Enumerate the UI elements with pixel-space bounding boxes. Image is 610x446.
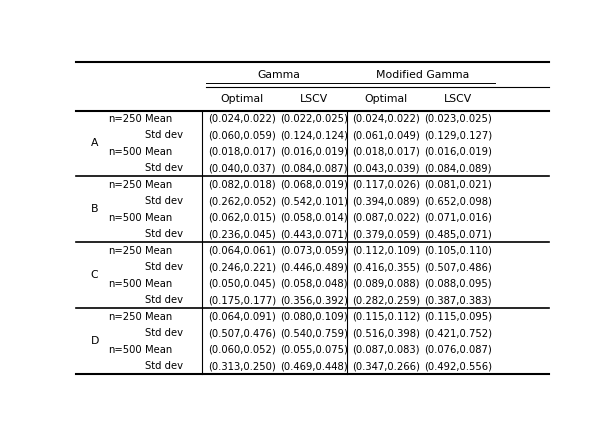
Text: (0.652,0.098): (0.652,0.098) bbox=[424, 196, 492, 206]
Text: (0.071,0.016): (0.071,0.016) bbox=[424, 213, 492, 223]
Text: A: A bbox=[91, 139, 98, 149]
Text: (0.043,0.039): (0.043,0.039) bbox=[352, 163, 420, 173]
Text: Mean: Mean bbox=[145, 147, 172, 157]
Text: (0.112,0.109): (0.112,0.109) bbox=[352, 246, 420, 256]
Text: LSCV: LSCV bbox=[444, 94, 472, 104]
Text: (0.124,0.124): (0.124,0.124) bbox=[280, 130, 348, 140]
Text: Gamma: Gamma bbox=[257, 70, 300, 80]
Text: Std dev: Std dev bbox=[145, 229, 183, 239]
Text: (0.082,0.018): (0.082,0.018) bbox=[208, 180, 276, 190]
Text: (0.105,0.110): (0.105,0.110) bbox=[424, 246, 492, 256]
Text: Std dev: Std dev bbox=[145, 361, 183, 371]
Text: n=500: n=500 bbox=[109, 213, 142, 223]
Text: (0.485,0.071): (0.485,0.071) bbox=[424, 229, 492, 239]
Text: (0.058,0.048): (0.058,0.048) bbox=[280, 279, 348, 289]
Text: Optimal: Optimal bbox=[220, 94, 264, 104]
Text: (0.016,0.019): (0.016,0.019) bbox=[424, 147, 492, 157]
Text: Mean: Mean bbox=[145, 180, 172, 190]
Text: (0.064,0.091): (0.064,0.091) bbox=[208, 312, 276, 322]
Text: (0.262,0.052): (0.262,0.052) bbox=[208, 196, 276, 206]
Text: (0.024,0.022): (0.024,0.022) bbox=[352, 114, 420, 124]
Text: (0.492,0.556): (0.492,0.556) bbox=[424, 361, 492, 371]
Text: (0.115,0.095): (0.115,0.095) bbox=[424, 312, 492, 322]
Text: (0.542,0.101): (0.542,0.101) bbox=[280, 196, 348, 206]
Text: (0.023,0.025): (0.023,0.025) bbox=[424, 114, 492, 124]
Text: (0.064,0.061): (0.064,0.061) bbox=[208, 246, 276, 256]
Text: (0.421,0.752): (0.421,0.752) bbox=[424, 328, 492, 338]
Text: (0.540,0.759): (0.540,0.759) bbox=[280, 328, 348, 338]
Text: Mean: Mean bbox=[145, 114, 172, 124]
Text: (0.356,0.392): (0.356,0.392) bbox=[280, 295, 348, 305]
Text: (0.236,0.045): (0.236,0.045) bbox=[208, 229, 276, 239]
Text: (0.446,0.489): (0.446,0.489) bbox=[280, 262, 348, 272]
Text: n=500: n=500 bbox=[109, 147, 142, 157]
Text: Mean: Mean bbox=[145, 312, 172, 322]
Text: (0.060,0.052): (0.060,0.052) bbox=[208, 345, 276, 355]
Text: Mean: Mean bbox=[145, 246, 172, 256]
Text: (0.055,0.075): (0.055,0.075) bbox=[280, 345, 348, 355]
Text: (0.018,0.017): (0.018,0.017) bbox=[352, 147, 420, 157]
Text: (0.347,0.266): (0.347,0.266) bbox=[352, 361, 420, 371]
Text: Std dev: Std dev bbox=[145, 196, 183, 206]
Text: (0.080,0.109): (0.080,0.109) bbox=[280, 312, 348, 322]
Text: Mean: Mean bbox=[145, 279, 172, 289]
Text: (0.089,0.088): (0.089,0.088) bbox=[352, 279, 420, 289]
Text: (0.073,0.059): (0.073,0.059) bbox=[280, 246, 348, 256]
Text: (0.246,0.221): (0.246,0.221) bbox=[208, 262, 276, 272]
Text: n=250: n=250 bbox=[109, 312, 142, 322]
Text: (0.313,0.250): (0.313,0.250) bbox=[208, 361, 276, 371]
Text: (0.394,0.089): (0.394,0.089) bbox=[352, 196, 420, 206]
Text: (0.068,0.019): (0.068,0.019) bbox=[280, 180, 348, 190]
Text: (0.507,0.476): (0.507,0.476) bbox=[208, 328, 276, 338]
Text: n=250: n=250 bbox=[109, 180, 142, 190]
Text: (0.129,0.127): (0.129,0.127) bbox=[424, 130, 492, 140]
Text: (0.087,0.022): (0.087,0.022) bbox=[352, 213, 420, 223]
Text: (0.507,0.486): (0.507,0.486) bbox=[424, 262, 492, 272]
Text: (0.022,0.025): (0.022,0.025) bbox=[280, 114, 348, 124]
Text: (0.516,0.398): (0.516,0.398) bbox=[352, 328, 420, 338]
Text: D: D bbox=[90, 336, 99, 346]
Text: (0.469,0.448): (0.469,0.448) bbox=[280, 361, 348, 371]
Text: (0.061,0.049): (0.061,0.049) bbox=[352, 130, 420, 140]
Text: LSCV: LSCV bbox=[300, 94, 328, 104]
Text: (0.024,0.022): (0.024,0.022) bbox=[208, 114, 276, 124]
Text: (0.282,0.259): (0.282,0.259) bbox=[352, 295, 420, 305]
Text: (0.081,0.021): (0.081,0.021) bbox=[424, 180, 492, 190]
Text: (0.115,0.112): (0.115,0.112) bbox=[352, 312, 420, 322]
Text: (0.117,0.026): (0.117,0.026) bbox=[352, 180, 420, 190]
Text: n=250: n=250 bbox=[109, 246, 142, 256]
Text: B: B bbox=[91, 204, 98, 215]
Text: Std dev: Std dev bbox=[145, 328, 183, 338]
Text: Std dev: Std dev bbox=[145, 130, 183, 140]
Text: Optimal: Optimal bbox=[364, 94, 407, 104]
Text: (0.076,0.087): (0.076,0.087) bbox=[424, 345, 492, 355]
Text: Std dev: Std dev bbox=[145, 295, 183, 305]
Text: (0.016,0.019): (0.016,0.019) bbox=[280, 147, 348, 157]
Text: (0.087,0.083): (0.087,0.083) bbox=[352, 345, 420, 355]
Text: (0.040,0.037): (0.040,0.037) bbox=[208, 163, 276, 173]
Text: (0.443,0.071): (0.443,0.071) bbox=[280, 229, 348, 239]
Text: (0.084,0.089): (0.084,0.089) bbox=[424, 163, 492, 173]
Text: Std dev: Std dev bbox=[145, 262, 183, 272]
Text: Mean: Mean bbox=[145, 213, 172, 223]
Text: (0.379,0.059): (0.379,0.059) bbox=[352, 229, 420, 239]
Text: (0.050,0.045): (0.050,0.045) bbox=[208, 279, 276, 289]
Text: (0.387,0.383): (0.387,0.383) bbox=[424, 295, 492, 305]
Text: n=250: n=250 bbox=[109, 114, 142, 124]
Text: (0.175,0.177): (0.175,0.177) bbox=[207, 295, 276, 305]
Text: (0.416,0.355): (0.416,0.355) bbox=[352, 262, 420, 272]
Text: (0.060,0.059): (0.060,0.059) bbox=[208, 130, 276, 140]
Text: Std dev: Std dev bbox=[145, 163, 183, 173]
Text: n=500: n=500 bbox=[109, 279, 142, 289]
Text: (0.018,0.017): (0.018,0.017) bbox=[208, 147, 276, 157]
Text: (0.084,0.087): (0.084,0.087) bbox=[280, 163, 348, 173]
Text: C: C bbox=[91, 270, 98, 281]
Text: (0.062,0.015): (0.062,0.015) bbox=[208, 213, 276, 223]
Text: (0.088,0.095): (0.088,0.095) bbox=[424, 279, 492, 289]
Text: n=500: n=500 bbox=[109, 345, 142, 355]
Text: (0.058,0.014): (0.058,0.014) bbox=[280, 213, 348, 223]
Text: Mean: Mean bbox=[145, 345, 172, 355]
Text: Modified Gamma: Modified Gamma bbox=[376, 70, 469, 80]
